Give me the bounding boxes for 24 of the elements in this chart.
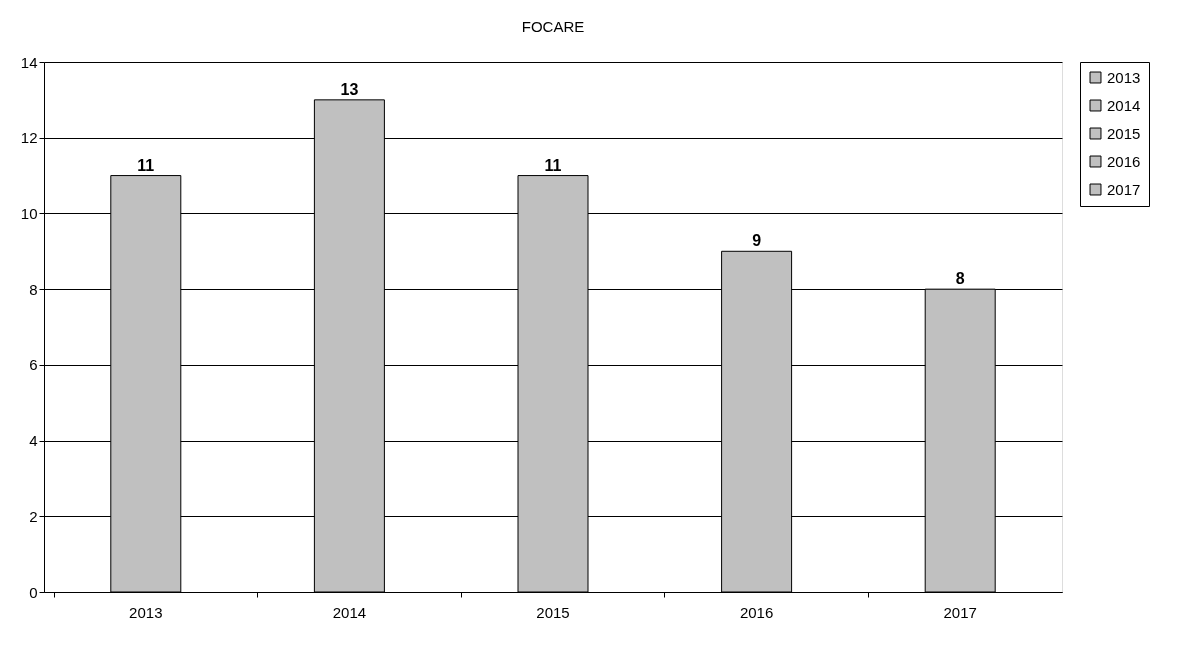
data-label: 13 [340, 80, 359, 98]
y-tick-label: 12 [20, 129, 38, 147]
data-label: 11 [137, 156, 155, 174]
x-tick-label: 2015 [536, 603, 570, 621]
x-tick-label: 2014 [332, 603, 367, 621]
y-tick-label: 0 [29, 583, 38, 601]
legend-label: 2016 [1107, 152, 1141, 170]
y-tick-label: 6 [29, 356, 38, 374]
data-label: 11 [544, 156, 562, 174]
y-tick-label: 10 [20, 204, 38, 222]
legend-label: 2017 [1107, 180, 1141, 198]
y-tick-label: 4 [29, 432, 38, 450]
chart-title: FOCARE [521, 18, 585, 35]
legend-label: 2015 [1107, 124, 1141, 142]
legend-label: 2014 [1107, 96, 1141, 114]
x-tick-label: 2017 [943, 603, 977, 621]
y-tick-label: 14 [20, 53, 38, 71]
data-label: 9 [752, 232, 762, 250]
data-label: 8 [955, 270, 965, 288]
legend-label: 2013 [1107, 68, 1141, 86]
y-tick-label: 8 [29, 280, 38, 298]
x-tick-label: 2016 [739, 603, 774, 621]
y-tick-label: 2 [29, 507, 38, 525]
x-tick-label: 2013 [129, 603, 163, 621]
